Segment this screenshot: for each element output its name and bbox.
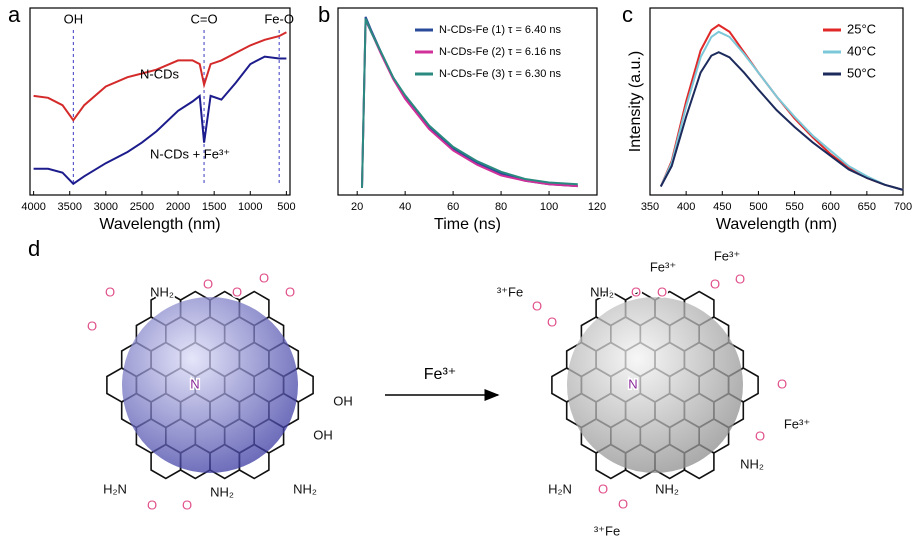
x-axis-label: Wavelength (nm): [716, 216, 837, 233]
atom-label: NH₂: [150, 284, 174, 299]
atom-label: Fe³⁺: [784, 416, 810, 431]
series-label: N-CDs + Fe³⁺: [150, 146, 230, 161]
sphere: [122, 297, 298, 473]
x-tick-label: 20: [351, 201, 363, 213]
series-line: [33, 55, 287, 186]
series-line: [659, 30, 904, 191]
x-tick-label: 500: [749, 201, 767, 213]
x-axis-label: Wavelength (nm): [99, 216, 220, 233]
atom-label: O: [147, 497, 157, 512]
legend-label: 40°C: [847, 43, 876, 58]
series-line: [659, 51, 904, 191]
atom-label: O: [710, 276, 720, 291]
atom-label: O: [232, 284, 242, 299]
series-line: [361, 18, 578, 188]
x-tick-label: 4000: [21, 201, 45, 213]
atom-label: NH₂: [655, 481, 679, 496]
atom-label: O: [631, 284, 641, 299]
atom-label: NH₂: [210, 484, 234, 499]
legend-label: 25°C: [847, 21, 876, 36]
atom-label: O: [105, 284, 115, 299]
atom-label: O: [203, 276, 213, 291]
panel-label: d: [28, 236, 40, 261]
legend-label: N-CDs-Fe (3) τ = 6.30 ns: [439, 68, 562, 80]
atom-label: O: [259, 270, 269, 285]
atom-label: H₂N: [548, 481, 572, 496]
legend-label: N-CDs-Fe (1) τ = 6.40 ns: [439, 24, 562, 36]
series-line: [361, 16, 578, 188]
atom-label: NH₂: [590, 284, 614, 299]
plot-frame: [337, 7, 598, 196]
atom-label: O: [755, 428, 765, 443]
arrow-label: Fe³⁺: [424, 366, 456, 383]
atom-label: ³⁺Fe: [497, 284, 523, 299]
plot-frame: [649, 7, 904, 196]
annotation: OH: [64, 11, 84, 26]
panel-label: a: [8, 2, 21, 27]
x-tick-label: 100: [540, 201, 558, 213]
atom-label: O: [777, 376, 787, 391]
panel-label: b: [318, 2, 330, 27]
x-tick-label: 1000: [238, 201, 262, 213]
x-tick-label: 500: [277, 201, 295, 213]
x-tick-label: 60: [447, 201, 459, 213]
atom-label: O: [285, 284, 295, 299]
x-tick-label: 550: [785, 201, 803, 213]
atom-label: ³⁺Fe: [594, 523, 620, 538]
x-tick-label: 700: [894, 201, 912, 213]
x-tick-label: 650: [858, 201, 876, 213]
x-tick-label: 40: [399, 201, 411, 213]
x-tick-label: 1500: [202, 201, 226, 213]
series-label: N-CDs: [140, 66, 179, 81]
atom-label: NH₂: [293, 481, 317, 496]
atom-label: NH₂: [740, 456, 764, 471]
x-tick-label: 450: [713, 201, 731, 213]
plot-frame: [29, 7, 291, 196]
atom-label: O: [87, 318, 97, 333]
annotation: C=O: [191, 11, 218, 26]
atom-label: O: [532, 298, 542, 313]
atom-label: O: [182, 497, 192, 512]
x-tick-label: 600: [822, 201, 840, 213]
atom-label: O: [735, 271, 745, 286]
x-tick-label: 3000: [94, 201, 118, 213]
x-tick-label: 3500: [57, 201, 81, 213]
atom-label: OH: [333, 393, 353, 408]
atom-label: Fe³⁺: [714, 248, 740, 263]
series-line: [33, 31, 287, 122]
atom-label: O: [547, 314, 557, 329]
y-axis-label: Intensity (a.u.): [627, 51, 644, 152]
x-tick-label: 2000: [166, 201, 190, 213]
x-tick-label: 2500: [130, 201, 154, 213]
atom-label: Fe³⁺: [650, 259, 676, 274]
atom-label: N: [628, 376, 637, 391]
annotation: Fe-O: [264, 11, 294, 26]
x-axis-label: Time (ns): [434, 216, 501, 233]
atom-label: OH: [313, 427, 333, 442]
atom-label: O: [657, 284, 667, 299]
atom-label: H₂N: [103, 481, 127, 496]
x-tick-label: 350: [641, 201, 659, 213]
atom-label: O: [598, 481, 608, 496]
panel-label: c: [622, 2, 633, 27]
x-tick-label: 400: [677, 201, 695, 213]
legend-label: N-CDs-Fe (2) τ = 6.16 ns: [439, 46, 562, 58]
x-tick-label: 120: [588, 201, 606, 213]
legend-label: 50°C: [847, 65, 876, 80]
atom-label: O: [618, 496, 628, 511]
x-tick-label: 80: [495, 201, 507, 213]
atom-label: N: [190, 376, 199, 391]
sphere: [567, 297, 743, 473]
